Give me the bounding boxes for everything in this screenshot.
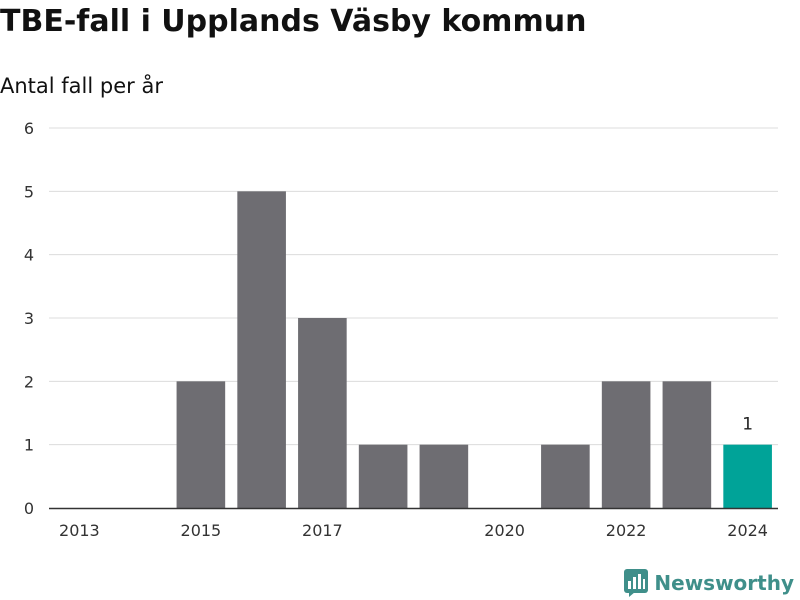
bar-2017 (298, 318, 347, 508)
bar-2018 (358, 444, 408, 508)
x-tick-label: 2022 (606, 521, 647, 540)
bar-2015 (176, 381, 226, 508)
x-tick-label: 2013 (59, 521, 100, 540)
y-tick-label: 4 (24, 246, 34, 265)
data-labels: 1 (742, 415, 753, 435)
y-tick-label: 3 (24, 309, 34, 328)
bar-chart: 0 1 2 3 4 5 6 2013 2015 2017 2020 2022 2024 1 (24, 119, 778, 540)
x-tick-label: 2017 (302, 521, 343, 540)
y-tick-label: 0 (24, 499, 34, 518)
data-label: 1 (742, 415, 753, 435)
x-tick-label: 2020 (484, 521, 525, 540)
newsworthy-logo[interactable]: Newsworthy (624, 568, 794, 598)
y-tick-label: 5 (24, 182, 34, 201)
gridlines (49, 127, 778, 446)
bars (176, 191, 772, 509)
x-axis-ticks: 2013 2015 2017 2020 2022 2024 (59, 521, 768, 540)
chart-title: TBE-fall i Upplands Väsby kommun (0, 4, 587, 39)
y-tick-label: 1 (24, 436, 34, 455)
chart-subtitle: Antal fall per år (0, 74, 163, 98)
x-tick-label: 2015 (181, 521, 222, 540)
y-tick-label: 2 (24, 372, 34, 391)
bar-2022 (601, 381, 651, 508)
x-tick-label: 2024 (727, 521, 768, 540)
newsworthy-logo-icon (624, 569, 649, 597)
bar-2023 (662, 381, 712, 508)
y-tick-label: 6 (24, 119, 34, 138)
bar-2024 (723, 444, 772, 508)
bar-2016 (237, 191, 286, 509)
y-axis-ticks: 0 1 2 3 4 5 6 (24, 119, 34, 518)
brand-name: Newsworthy (654, 571, 794, 595)
bar-2021 (541, 444, 590, 508)
bar-2019 (419, 444, 469, 508)
